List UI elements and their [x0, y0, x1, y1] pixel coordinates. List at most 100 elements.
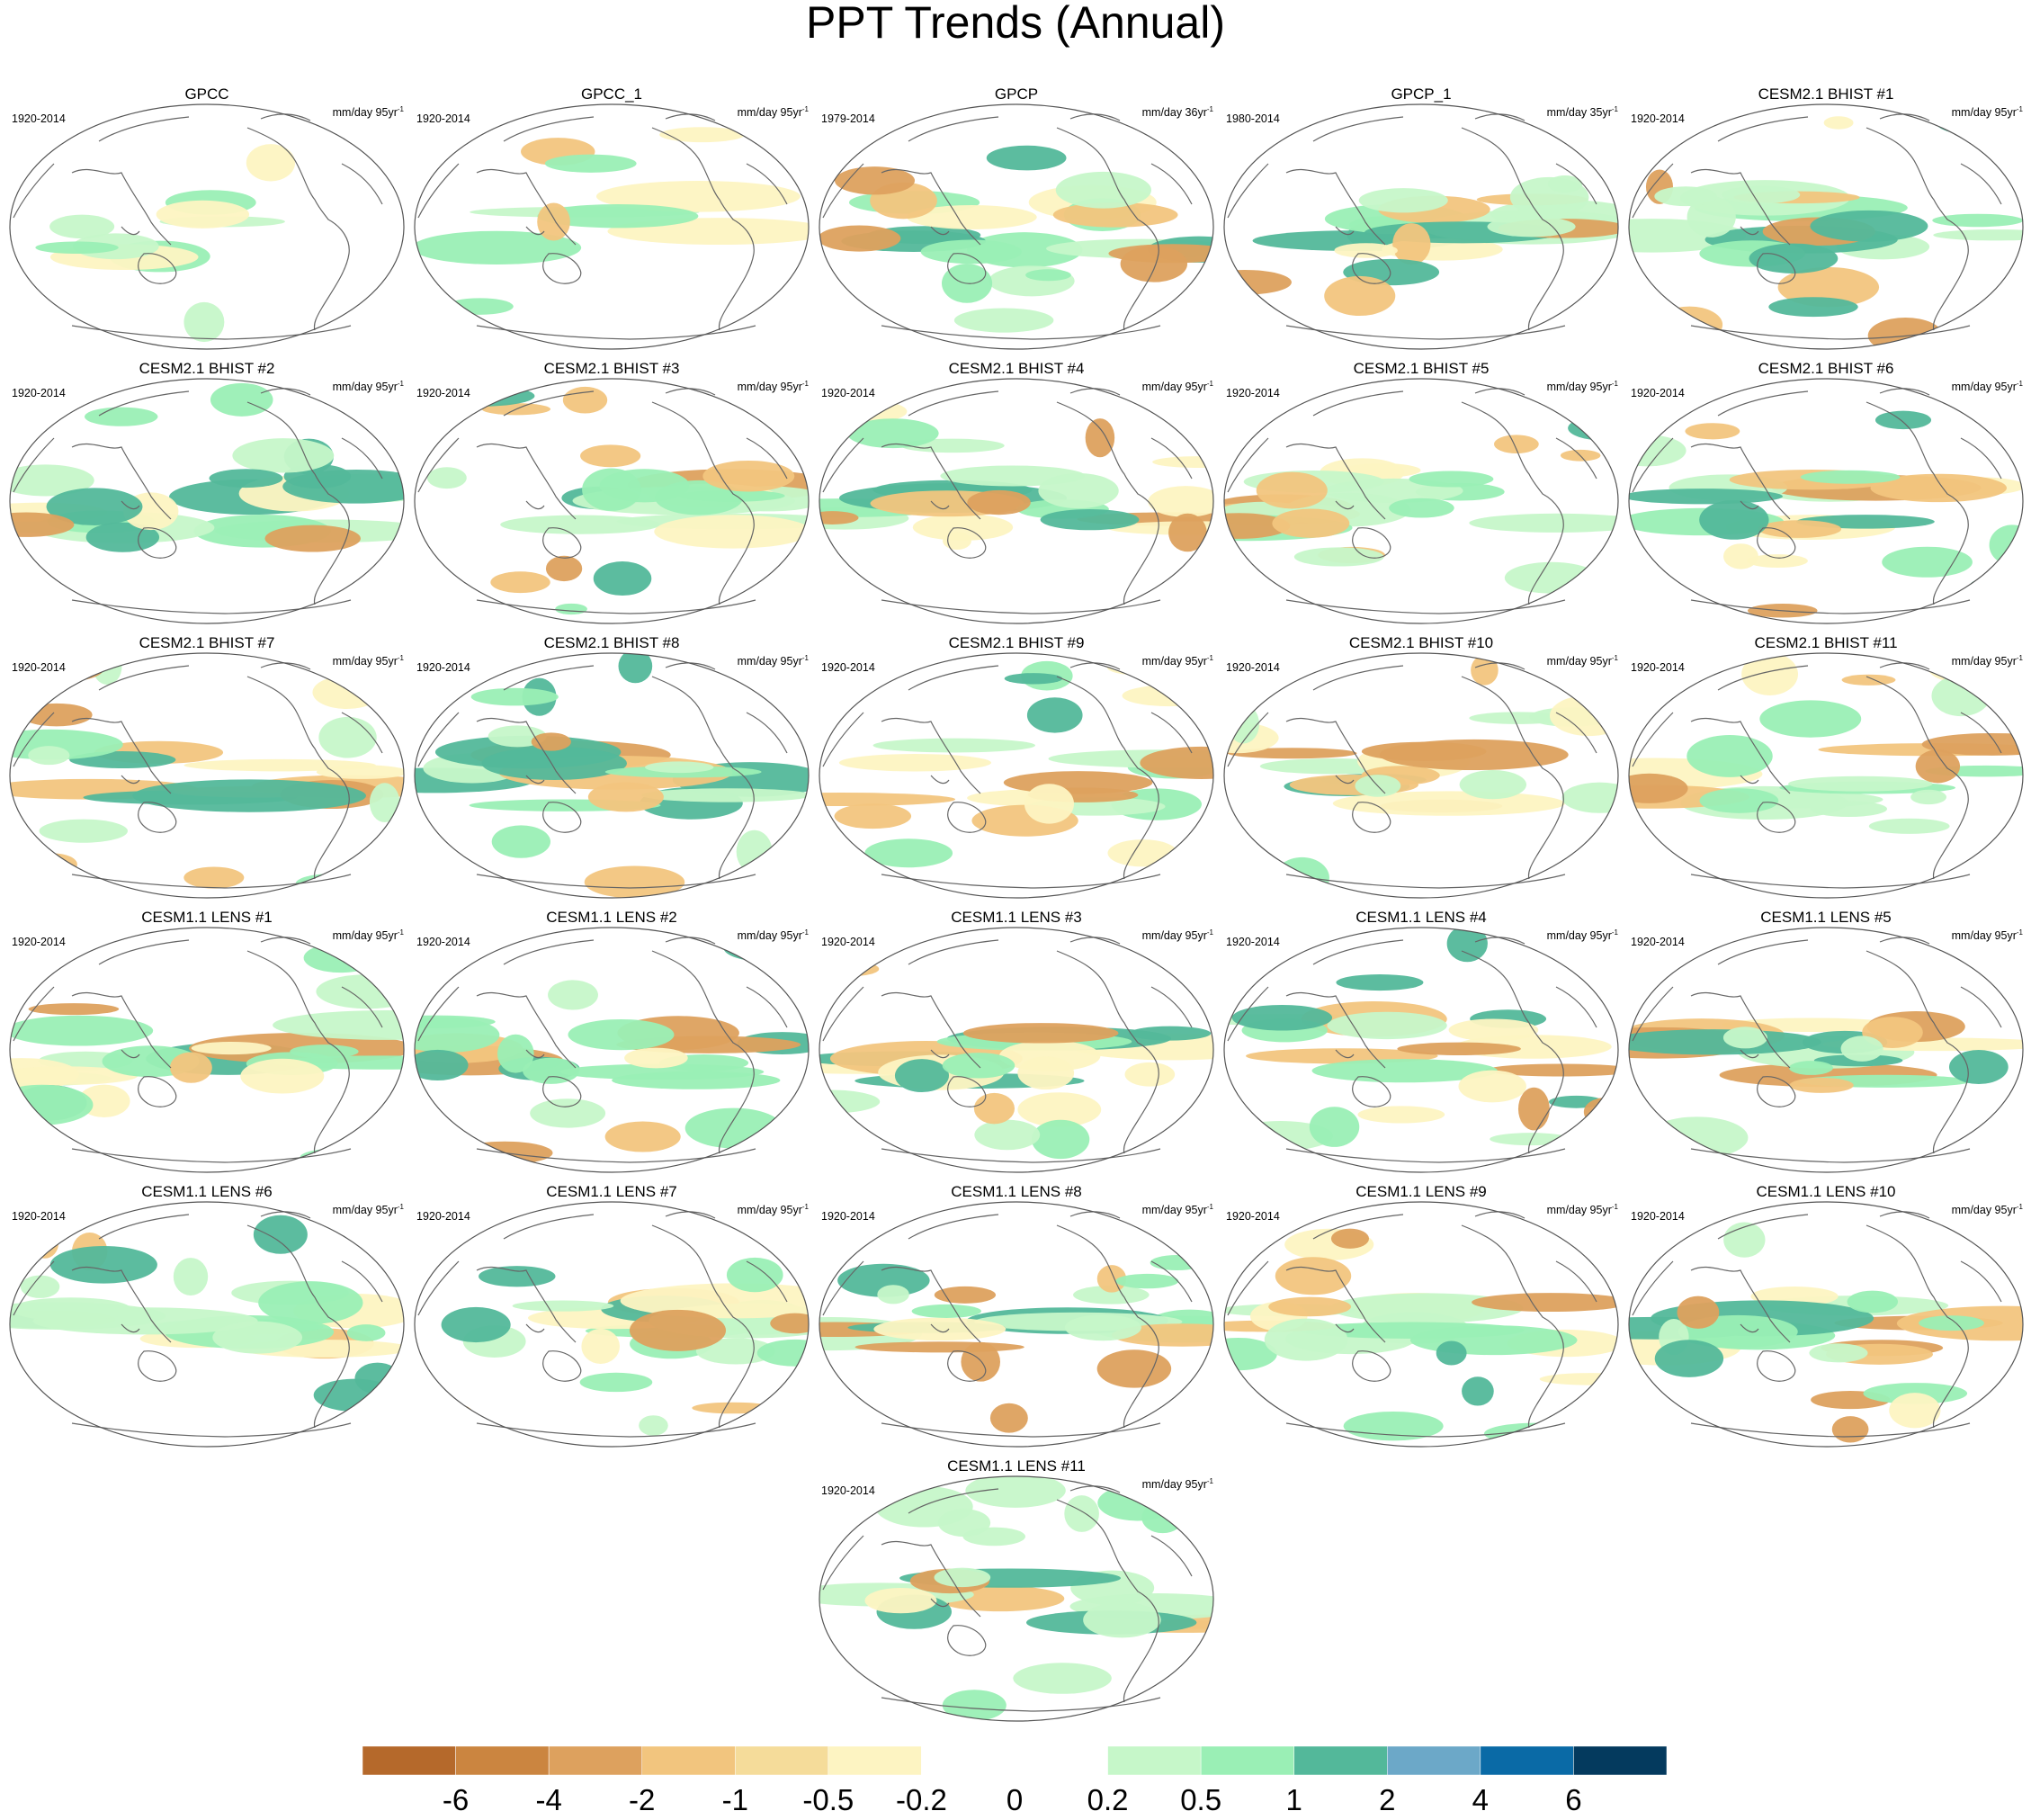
panel-title: CESM2.1 BHIST #3	[544, 360, 680, 377]
trend-patch	[872, 738, 1036, 753]
colorbar-box	[362, 1745, 456, 1776]
units-text: mm/day 95yr	[738, 106, 802, 119]
trend-patch	[441, 1306, 511, 1343]
colorbar-box	[1573, 1745, 1668, 1776]
trend-patch	[953, 308, 1054, 333]
colorbar-label: -6	[443, 1783, 469, 1816]
trend-patch	[1629, 1143, 1669, 1172]
colorbar-box	[1014, 1745, 1108, 1776]
trend-patch	[819, 225, 901, 252]
trend-patch	[1013, 1663, 1112, 1694]
units-exponent: -1	[1612, 105, 1619, 113]
panel-title: CESM1.1 LENS #6	[141, 1183, 273, 1200]
trend-patch	[46, 488, 143, 525]
colorbar-label: -0.2	[896, 1783, 947, 1816]
trend-patch	[1448, 1018, 1539, 1042]
trend-patch	[1052, 202, 1178, 228]
trend-patch	[31, 1227, 59, 1259]
units-text: mm/day 36yr	[1142, 106, 1207, 119]
units-exponent: -1	[1207, 1477, 1214, 1485]
trend-patch	[1459, 770, 1527, 800]
units-exponent: -1	[398, 1203, 405, 1211]
colorbar-label: -0.5	[802, 1783, 854, 1816]
trend-patch	[1140, 746, 1213, 779]
trend-patch	[1096, 1349, 1172, 1388]
colorbar-label: -1	[722, 1783, 748, 1816]
units-exponent: -1	[802, 928, 810, 937]
trend-field	[426, 385, 809, 615]
trend-patch	[1122, 685, 1213, 707]
trend-patch	[415, 230, 582, 265]
trend-patch	[35, 241, 119, 255]
trend-patch	[1131, 941, 1213, 957]
map-border	[1223, 927, 1619, 1173]
map-panel: GPCC_1 1920-2014 mm/day 95yr-1	[414, 85, 810, 350]
trend-patch	[183, 301, 225, 343]
trend-patch	[183, 866, 245, 889]
trend-patch	[173, 1258, 209, 1296]
map-panel: CESM1.1 LENS #4 1920-2014 mm/day 95yr-1	[1223, 909, 1619, 1173]
panel-units: mm/day 95yr-1	[1952, 1203, 2024, 1216]
trend-patch	[568, 1018, 675, 1051]
panel-title: CESM1.1 LENS #4	[1355, 909, 1487, 926]
trend-field	[415, 653, 809, 898]
map-panel: CESM2.1 BHIST #10 1920-2014 mm/day 95yr-1	[1223, 634, 1619, 899]
trend-patch	[760, 670, 790, 701]
panel-title: CESM1.1 LENS #10	[1757, 1183, 1896, 1200]
trend-patch	[1472, 1293, 1618, 1313]
panel-period: 1920-2014	[821, 1210, 875, 1223]
panel-units: mm/day 95yr-1	[738, 654, 810, 668]
trend-patch	[920, 239, 1022, 264]
trend-patch	[21, 703, 93, 727]
trend-patch	[595, 180, 801, 212]
map-panel: CESM1.1 LENS #11 1920-2014 mm/day 95yr-1	[819, 1457, 1214, 1722]
trend-patch	[1547, 175, 1583, 193]
colorbar-label: 2	[1379, 1783, 1395, 1816]
trend-patch	[1024, 784, 1075, 824]
trend-patch	[1847, 1290, 1899, 1313]
panel-title: CESM2.1 BHIST #8	[544, 634, 680, 651]
trend-patch	[1889, 1393, 1941, 1429]
trend-patch	[212, 1321, 303, 1354]
trend-patch	[726, 1257, 783, 1293]
trend-patch	[10, 512, 75, 537]
trend-patch	[1231, 1004, 1333, 1031]
units-text: mm/day 95yr	[333, 1204, 398, 1216]
trend-patch	[1150, 1254, 1204, 1271]
trend-patch	[470, 687, 559, 706]
map-border	[414, 652, 810, 899]
panel-title: CESM1.1 LENS #5	[1760, 909, 1892, 926]
trend-patch	[1083, 1601, 1161, 1638]
trend-patch	[1409, 1325, 1578, 1356]
trend-patch	[1933, 229, 2023, 241]
panel-title: GPCC	[184, 85, 228, 103]
trend-field	[1224, 1228, 1618, 1445]
trend-patch	[1485, 1063, 1618, 1077]
panel-units: mm/day 95yr-1	[1142, 1477, 1214, 1491]
panel-units: mm/day 95yr-1	[738, 105, 810, 119]
trend-patch	[593, 560, 652, 596]
panel-units: mm/day 95yr-1	[738, 928, 810, 942]
trend-patch	[1264, 1318, 1348, 1361]
map-border	[9, 1201, 405, 1448]
trend-patch	[246, 144, 296, 182]
map-border	[1628, 652, 2024, 899]
trend-patch	[756, 1339, 809, 1367]
map-panel: CESM1.1 LENS #8 1920-2014 mm/day 95yr-1	[819, 1183, 1214, 1448]
trend-field	[819, 659, 1213, 874]
trend-patch	[479, 1266, 556, 1287]
map-border	[1223, 1201, 1619, 1448]
panel-units: mm/day 95yr-1	[1142, 654, 1214, 668]
trend-patch	[838, 754, 992, 772]
trend-patch	[1096, 1265, 1127, 1293]
colorbar-box	[735, 1745, 829, 1776]
trend-patch	[1561, 316, 1614, 347]
trend-patch	[1504, 561, 1598, 594]
trend-patch	[1379, 739, 1569, 771]
trend-patch	[1758, 520, 1842, 538]
units-text: mm/day 35yr	[1547, 106, 1612, 119]
trend-patch	[1810, 210, 1928, 242]
trend-patch	[1722, 543, 1758, 569]
trend-patch	[1699, 500, 1769, 540]
panel-units: mm/day 35yr-1	[1547, 105, 1619, 119]
